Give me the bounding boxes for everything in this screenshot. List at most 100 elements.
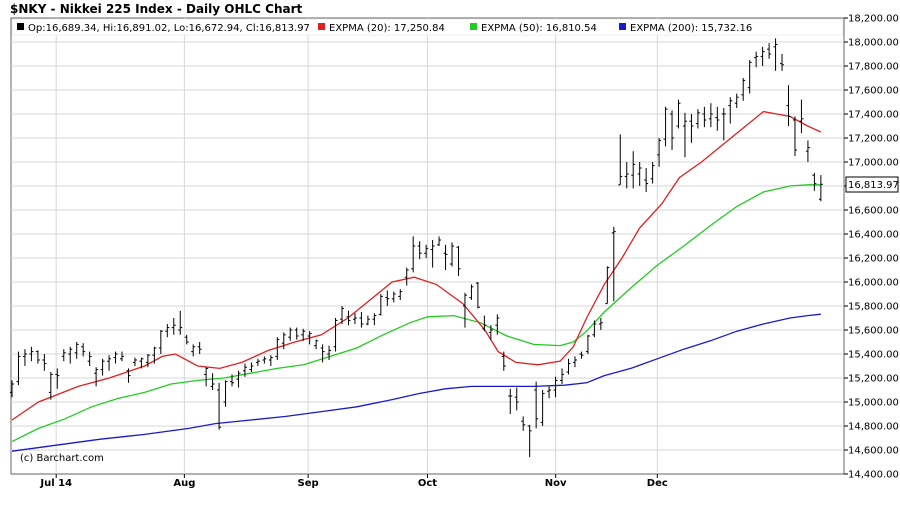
- x-tick-label: Oct: [418, 478, 437, 489]
- ohlc-bar: [249, 362, 254, 372]
- ohlc-bar: [773, 38, 778, 71]
- ohlc-bar: [624, 162, 629, 189]
- ohlc-bar: [385, 290, 390, 306]
- ohlc-bar: [450, 242, 455, 267]
- ohlc-bar: [217, 382, 222, 430]
- ohlc-bar: [100, 358, 105, 376]
- y-tick-label: 17,000.00: [848, 158, 899, 169]
- y-tick-label: 16,000.00: [848, 278, 899, 289]
- y-tick-label: 17,600.00: [848, 86, 899, 97]
- ohlc-bar: [120, 351, 125, 362]
- ohlc-bar: [741, 78, 746, 101]
- ohlc-bar: [352, 313, 357, 324]
- x-tick-label: Sep: [298, 478, 319, 489]
- ohlc-bar: [585, 334, 590, 354]
- legend-swatch-ema20: [318, 23, 325, 30]
- ohlc-bar: [482, 315, 487, 332]
- legend-ohlc: Op:16,689.34, Hi:16,891.02, Lo:16,672.94…: [28, 23, 310, 34]
- ema200-line: [11, 313, 821, 452]
- ema50-line-group: [11, 184, 821, 443]
- ema200-line-group: [11, 313, 821, 452]
- ohlc-bar: [242, 363, 247, 377]
- ohlc-bar: [158, 330, 163, 354]
- ohlc-bar: [547, 386, 552, 399]
- x-axis: Jul 14 Aug Sep Oct Nov Dec: [39, 474, 668, 489]
- ohlc-bar: [424, 244, 429, 258]
- ohlc-bar: [721, 108, 726, 141]
- ohlc-bar: [560, 368, 565, 384]
- ohlc-bar: [495, 314, 500, 335]
- ohlc-bar: [676, 99, 681, 129]
- ohlc-bar: [152, 346, 157, 364]
- ohlc-bar: [747, 60, 752, 94]
- ohlc-bar: [301, 328, 306, 341]
- ohlc-bar: [372, 313, 377, 326]
- last-price-label: 16,813.97: [848, 180, 899, 191]
- grid-lines: [11, 18, 844, 474]
- ohlc-bar: [650, 162, 655, 184]
- ohlc-bar: [294, 327, 299, 340]
- ohlc-bar: [236, 370, 241, 388]
- ohlc-bar: [534, 381, 539, 429]
- y-tick-label: 15,800.00: [848, 302, 899, 313]
- ohlc-bar: [391, 291, 396, 303]
- ema50-line: [11, 184, 821, 443]
- ohlc-bar: [631, 151, 636, 189]
- ohlc-bar: [812, 172, 817, 191]
- ohlc-bar: [501, 351, 506, 371]
- y-tick-label: 16,400.00: [848, 230, 899, 241]
- ohlc-bar: [637, 162, 642, 186]
- ohlc-bar: [340, 306, 345, 324]
- watermark: (c) Barchart.com: [20, 453, 104, 464]
- ohlc-bar: [10, 380, 14, 398]
- x-tick-label: Aug: [173, 478, 195, 489]
- ohlc-bar: [657, 138, 662, 167]
- ohlc-bar: [398, 289, 403, 300]
- ohlc-bar: [754, 51, 759, 68]
- ohlc-bar: [682, 112, 687, 158]
- ohlc-bar: [255, 358, 260, 366]
- ohlc-bar: [488, 325, 493, 340]
- ohlc-bar: [197, 342, 202, 354]
- ohlc-bar: [475, 282, 480, 309]
- y-tick-label: 18,000.00: [848, 38, 899, 49]
- x-tick-label: Jul 14: [39, 478, 72, 489]
- ohlc-bar: [145, 354, 150, 368]
- last-price-tag: 16,813.97: [845, 176, 899, 193]
- ohlc-bar: [29, 346, 34, 362]
- ohlc-bar: [689, 114, 694, 143]
- x-tick-label: Dec: [647, 478, 668, 489]
- ohlc-bar: [644, 168, 649, 192]
- legend-ema50: EXPMA (50): 16,810.54: [481, 23, 597, 34]
- y-tick-label: 15,400.00: [848, 350, 899, 361]
- ohlc-bar: [132, 357, 137, 366]
- ohlc-bar: [16, 351, 21, 386]
- ohlc-bar: [443, 244, 448, 270]
- ohlc-bar: [780, 54, 785, 71]
- ohlc-bar: [805, 140, 810, 162]
- ohlc-bar: [327, 345, 332, 360]
- y-tick-label: 15,000.00: [848, 398, 899, 409]
- ohlc-bar: [514, 387, 519, 411]
- ohlc-bar: [184, 334, 189, 345]
- ohlc-bar: [566, 358, 571, 375]
- y-tick-label: 17,400.00: [848, 110, 899, 121]
- ohlc-bar: [786, 85, 791, 126]
- ohlc-bar: [191, 344, 196, 357]
- ohlc-bar: [605, 266, 610, 305]
- ohlc-bar: [508, 388, 513, 414]
- legend-ema200: EXPMA (200): 15,732.16: [630, 23, 752, 34]
- ohlc-bar: [792, 116, 797, 156]
- ohlc-bar: [378, 294, 383, 316]
- ohlc-bar: [598, 318, 603, 330]
- ohlc-bar: [61, 349, 66, 362]
- ema20-line: [11, 110, 822, 421]
- ohlc-bar: [702, 106, 707, 128]
- ohlc-bar: [734, 93, 739, 108]
- ohlc-bar: [139, 357, 144, 369]
- ohlc-bar: [663, 106, 668, 147]
- ohlc-bar: [42, 354, 47, 371]
- y-tick-label: 16,600.00: [848, 206, 899, 217]
